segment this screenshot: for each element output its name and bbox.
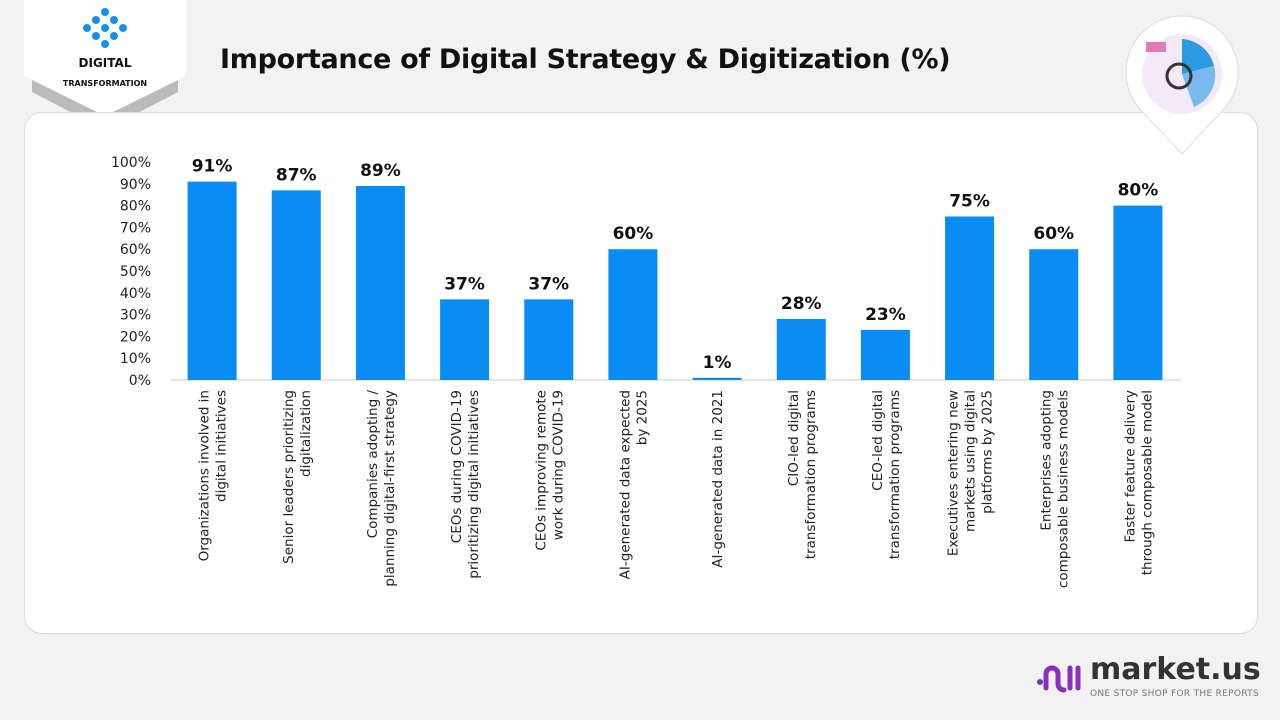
bar bbox=[524, 299, 574, 380]
digital-transformation-logo: DIGITAL TRANSFORMATION bbox=[24, 0, 186, 130]
y-tick-label: 90% bbox=[120, 177, 151, 193]
y-tick-label: 50% bbox=[120, 264, 151, 280]
x-tick-label-line: CEO-led digital bbox=[870, 390, 886, 491]
y-tick-label: 30% bbox=[120, 308, 151, 324]
x-tick-label-line: CIO-led digital bbox=[786, 390, 802, 486]
brand-name: market.us bbox=[1090, 652, 1261, 687]
x-tick-label: CEO-led digitaltransformation programs bbox=[870, 390, 903, 559]
brand-tagline: ONE STOP SHOP FOR THE REPORTS bbox=[1090, 689, 1259, 699]
x-tick-label-line: AI-generated data in 2021 bbox=[710, 390, 726, 568]
data-label: 60% bbox=[1033, 224, 1074, 244]
x-tick-label: Faster feature deliverythrough composabl… bbox=[1122, 390, 1155, 575]
x-tick-label: CEOs improving remotework during COVID-1… bbox=[533, 390, 566, 551]
bar bbox=[692, 377, 742, 380]
bar bbox=[945, 216, 995, 380]
x-tick-label-line: digitalization bbox=[298, 390, 314, 477]
data-label: 91% bbox=[192, 157, 233, 177]
x-tick-label: Executives entering newmarkets using dig… bbox=[946, 390, 996, 556]
x-tick-label-line: Enterprises adopting bbox=[1038, 390, 1054, 531]
bar bbox=[440, 299, 490, 380]
bar bbox=[776, 318, 826, 380]
x-tick-label-line: digital initiatives bbox=[214, 390, 230, 502]
x-tick-label-line: transformation programs bbox=[803, 390, 819, 559]
x-tick-label: Companies adopting /planning digital-fir… bbox=[365, 390, 398, 587]
bar bbox=[187, 181, 237, 380]
bar bbox=[1029, 249, 1079, 380]
bar bbox=[860, 329, 910, 380]
x-tick-label-line: transformation programs bbox=[887, 390, 903, 559]
x-tick-label: CEOs during COVID-19prioritizing digital… bbox=[449, 390, 482, 579]
y-tick-label: 100% bbox=[111, 155, 151, 171]
data-label: 28% bbox=[781, 294, 822, 314]
data-label: 89% bbox=[360, 161, 401, 181]
data-label: 1% bbox=[703, 353, 732, 373]
x-tick-label-line: composable business models bbox=[1055, 390, 1071, 588]
x-tick-label-line: Senior leaders prioritizing bbox=[281, 390, 297, 564]
data-label: 75% bbox=[949, 192, 990, 212]
x-tick-label-line: CEOs improving remote bbox=[533, 390, 549, 551]
x-tick-label-line: AI-generated data expected bbox=[617, 390, 633, 579]
data-label: 37% bbox=[528, 274, 569, 294]
x-tick-label: CIO-led digitaltransformation programs bbox=[786, 390, 819, 559]
bar bbox=[355, 185, 405, 380]
market-us-logo-icon bbox=[1037, 665, 1081, 693]
logo-line1: DIGITAL bbox=[79, 56, 132, 70]
data-label: 23% bbox=[865, 305, 906, 325]
chart-title: Importance of Digital Strategy & Digitiz… bbox=[220, 44, 951, 75]
x-tick-label: Enterprises adoptingcomposable business … bbox=[1038, 390, 1071, 588]
x-tick-label-line: platforms by 2025 bbox=[980, 390, 996, 514]
data-label: 87% bbox=[276, 165, 317, 185]
y-tick-label: 60% bbox=[120, 242, 151, 258]
x-tick-label-line: planning digital-first strategy bbox=[382, 390, 398, 587]
x-tick-label-line: Organizations involved in bbox=[197, 390, 213, 561]
market-us-logo: market.us ONE STOP SHOP FOR THE REPORTS bbox=[1036, 652, 1261, 700]
x-tick-label-line: CEOs during COVID-19 bbox=[449, 390, 465, 543]
data-label: 60% bbox=[613, 224, 654, 244]
logo-line2: TRANSFORMATION bbox=[63, 79, 147, 88]
x-tick-label: AI-generated data expectedby 2025 bbox=[617, 390, 650, 579]
x-tick-label: Organizations involved indigital initiat… bbox=[197, 390, 230, 561]
data-label: 37% bbox=[444, 274, 485, 294]
x-tick-label: AI-generated data in 2021 bbox=[710, 390, 726, 568]
x-tick-label-line: work during COVID-19 bbox=[550, 390, 566, 540]
y-tick-label: 20% bbox=[120, 329, 151, 345]
bar bbox=[1113, 205, 1163, 380]
bar bbox=[271, 190, 321, 380]
x-tick-label: Senior leaders prioritizingdigitalizatio… bbox=[281, 390, 314, 564]
y-tick-label: 10% bbox=[120, 351, 151, 367]
x-tick-label-line: by 2025 bbox=[634, 390, 650, 445]
y-tick-label: 80% bbox=[120, 199, 151, 215]
y-tick-label: 40% bbox=[120, 286, 151, 302]
x-tick-label-line: Executives entering new bbox=[946, 390, 962, 556]
y-tick-label: 0% bbox=[129, 373, 151, 389]
bar bbox=[608, 249, 658, 380]
x-tick-label-line: markets using digital bbox=[963, 390, 979, 532]
y-tick-label: 70% bbox=[120, 220, 151, 236]
x-tick-label-line: Companies adopting / bbox=[365, 390, 381, 539]
data-label: 80% bbox=[1118, 181, 1159, 201]
chart-card: 0% 10% 20% 30% 40% 50% 60% 70% 80% 90% 100% 91% Orga… bbox=[24, 112, 1258, 634]
x-tick-label-line: Faster feature delivery bbox=[1122, 390, 1138, 543]
x-tick-label-line: through composable model bbox=[1139, 390, 1155, 575]
x-tick-label-line: prioritizing digital initiatives bbox=[466, 390, 482, 579]
bar-chart: 0% 10% 20% 30% 40% 50% 60% 70% 80% 90% 100% 91% Orga… bbox=[111, 155, 1181, 588]
analytics-illustration-icon bbox=[1124, 14, 1240, 159]
